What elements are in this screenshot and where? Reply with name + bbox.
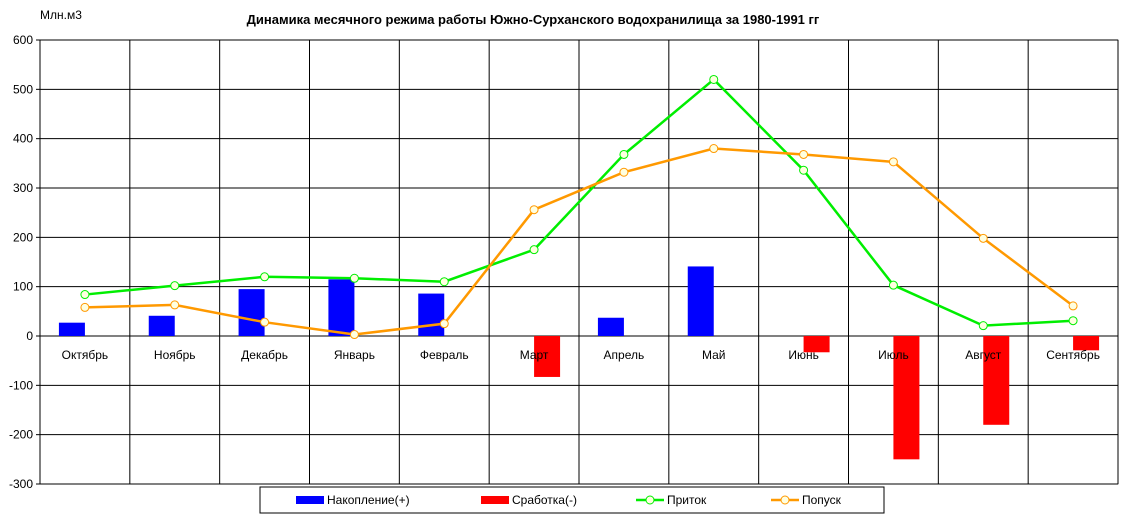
legend-swatch: [481, 496, 509, 504]
x-tick-label: Декабрь: [241, 348, 288, 362]
y-tick-label: -300: [9, 477, 33, 491]
point-release: [799, 149, 809, 159]
bar-accumulation: [597, 317, 624, 336]
point-inflow: [619, 149, 629, 159]
legend-swatch: [296, 496, 324, 504]
bar-accumulation: [328, 279, 355, 336]
y-tick-label: 0: [26, 329, 33, 343]
y-tick-label: -100: [9, 378, 33, 392]
point-inflow: [170, 281, 180, 291]
x-tick-label: Февраль: [420, 348, 469, 362]
point-inflow: [709, 74, 719, 84]
point-inflow: [80, 290, 90, 300]
bar-drawdown: [1073, 336, 1100, 351]
x-tick-label: Октябрь: [62, 348, 109, 362]
bar-accumulation: [687, 266, 714, 336]
y-tick-label: 200: [13, 230, 33, 244]
bar-accumulation: [238, 289, 265, 336]
legend: Накопление(+) Сработка(-) Приток Попуск: [259, 486, 885, 514]
point-inflow: [260, 272, 270, 282]
point-release: [170, 300, 180, 310]
point-inflow: [529, 245, 539, 255]
y-tick-label: 300: [13, 181, 33, 195]
point-release: [1068, 301, 1078, 311]
point-inflow: [799, 165, 809, 175]
x-tick-label: Июнь: [788, 348, 819, 362]
bar-accumulation: [418, 293, 445, 336]
y-tick-label: 400: [13, 132, 33, 146]
legend-marker: [780, 495, 790, 505]
legend-marker: [645, 495, 655, 505]
legend-label: Накопление(+): [327, 493, 410, 507]
legend-label: Сработка(-): [512, 493, 577, 507]
x-tick-label: Июль: [878, 348, 909, 362]
point-release: [439, 319, 449, 329]
point-release: [80, 302, 90, 312]
chart-title: Динамика месячного режима работы Южно-Су…: [247, 12, 820, 27]
point-release: [978, 233, 988, 243]
point-release: [709, 144, 719, 154]
x-tick-label: Ноябрь: [154, 348, 196, 362]
bar-drawdown: [983, 336, 1010, 425]
legend-label: Приток: [667, 493, 707, 507]
point-release: [619, 167, 629, 177]
x-tick-label: Сентябрь: [1046, 348, 1100, 362]
legend-label: Попуск: [802, 493, 842, 507]
point-inflow: [1068, 316, 1078, 326]
x-tick-label: Апрель: [604, 348, 645, 362]
y-tick-label: 500: [13, 82, 33, 96]
y-axis-unit-label: Млн.м3: [40, 8, 82, 22]
point-release: [888, 157, 898, 167]
x-tick-label: Май: [702, 348, 726, 362]
point-release: [349, 330, 359, 340]
bar-accumulation: [58, 322, 85, 336]
point-inflow: [439, 277, 449, 287]
x-tick-label: Август: [965, 348, 1002, 362]
bar-drawdown: [893, 336, 920, 460]
bar-drawdown: [803, 336, 830, 353]
point-inflow: [349, 273, 359, 283]
point-release: [260, 317, 270, 327]
line-inflow: [84, 77, 1074, 327]
plot-area: 600 500 400 300 200 100 0 -100 -200 -300 Октябрь Но…: [9, 33, 1119, 491]
y-tick-label: -200: [9, 428, 33, 442]
y-tick-label: 100: [13, 280, 33, 294]
line-release: [84, 147, 1074, 336]
x-tick-label: Март: [520, 348, 549, 362]
bar-drawdown: [534, 336, 561, 377]
point-release: [529, 205, 539, 215]
bar-accumulation: [148, 315, 175, 336]
point-inflow: [888, 280, 898, 290]
x-tick-label: Январь: [334, 348, 375, 362]
point-inflow: [978, 321, 988, 331]
y-tick-label: 600: [13, 33, 33, 47]
